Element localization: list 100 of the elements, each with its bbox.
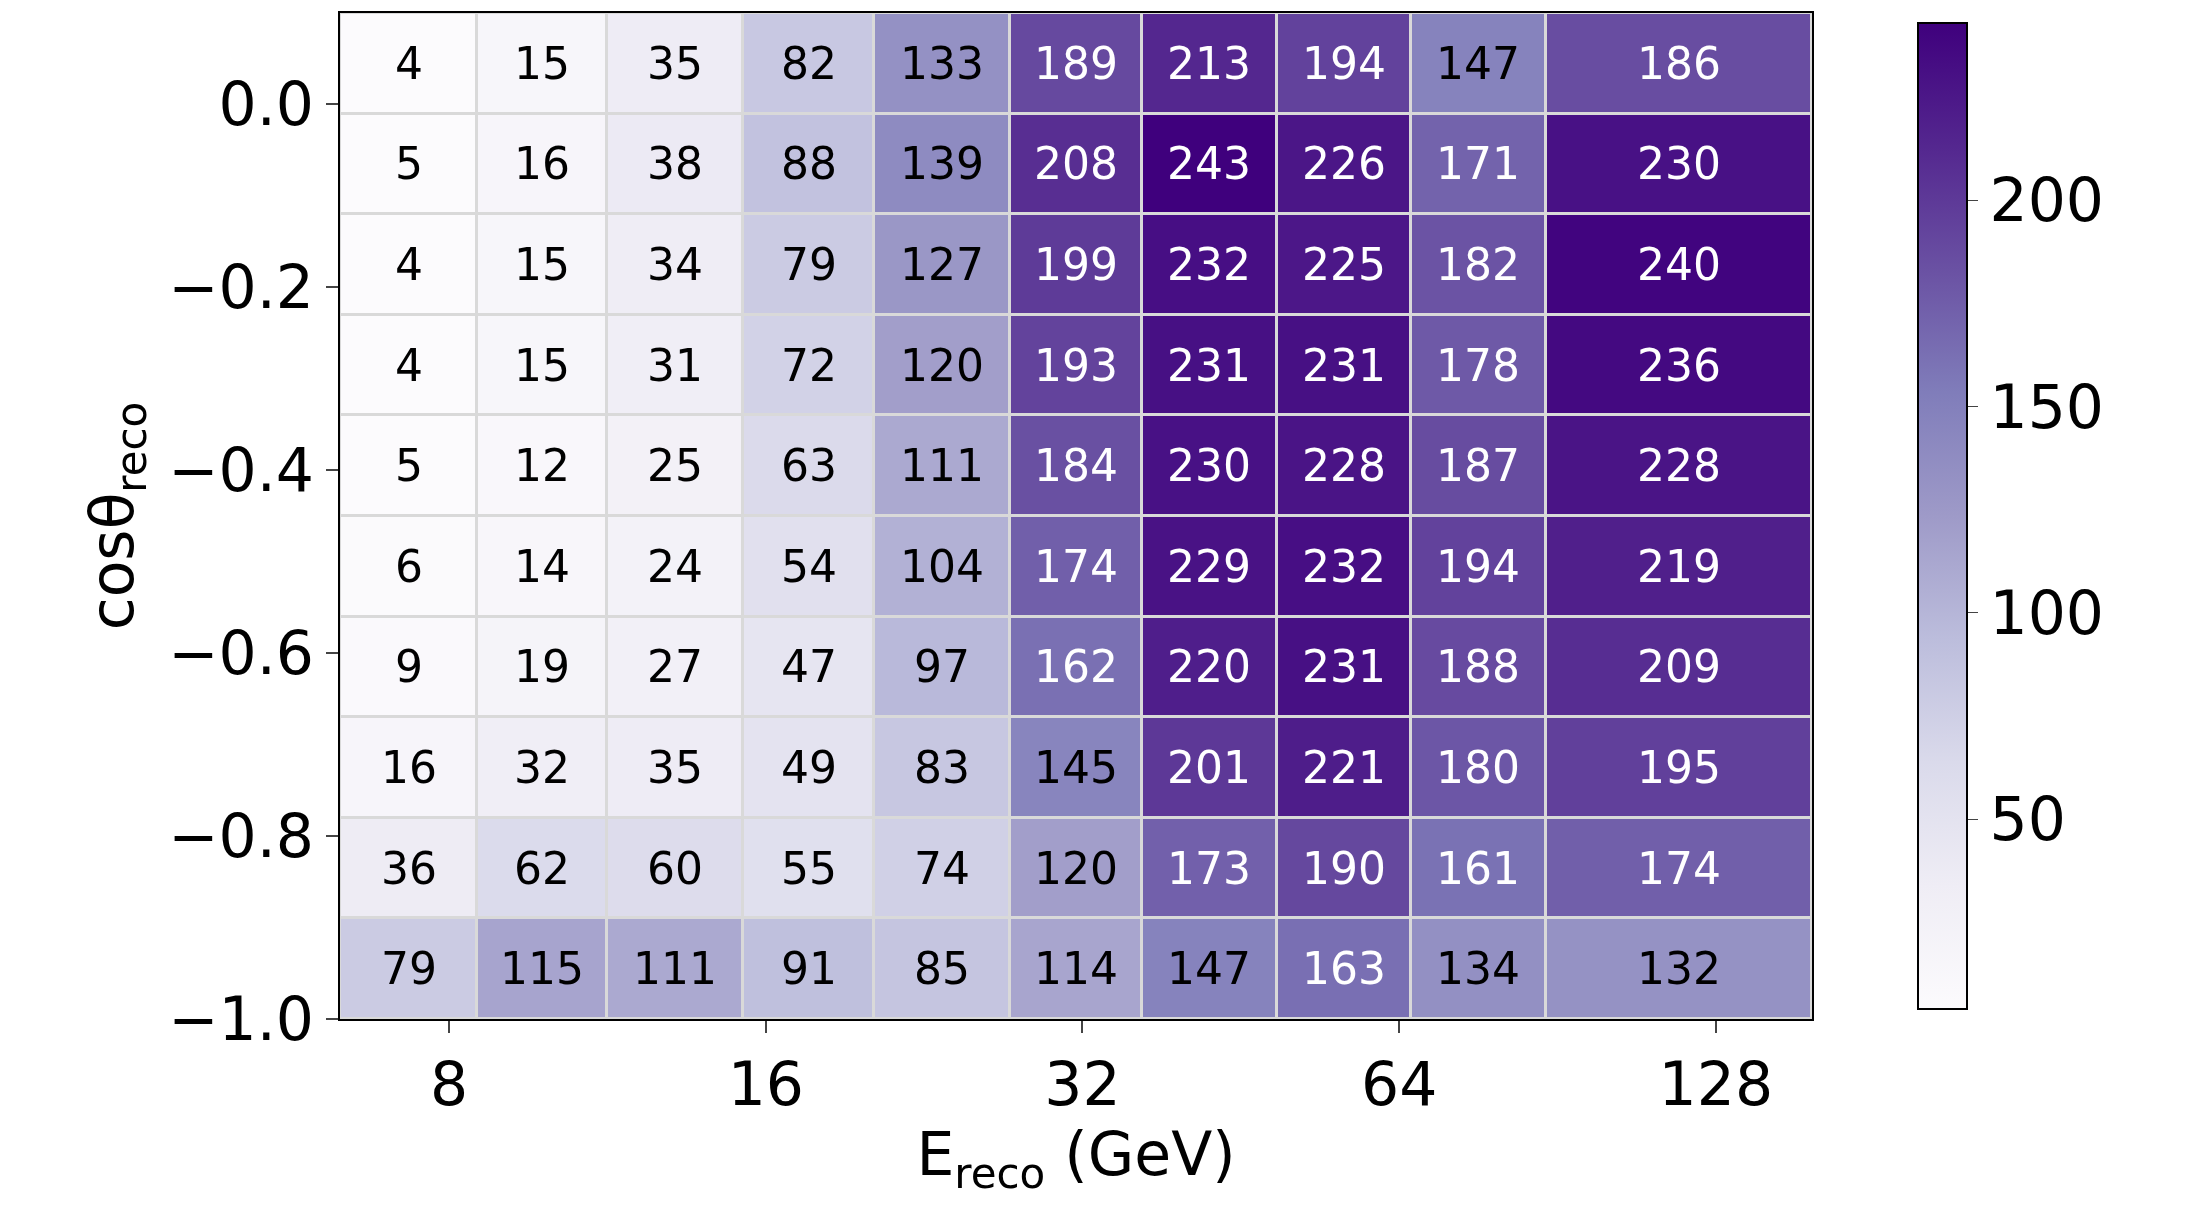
- data-label: 240: [1637, 239, 1721, 290]
- data-label: 187: [1436, 440, 1520, 491]
- x-tick-label: 64: [1360, 1049, 1438, 1119]
- data-label: 243: [1167, 138, 1251, 189]
- data-label: 220: [1167, 641, 1251, 692]
- data-label: 189: [1034, 38, 1118, 89]
- data-label: 35: [647, 38, 703, 89]
- data-label: 219: [1637, 541, 1721, 592]
- data-label: 134: [1436, 943, 1520, 994]
- data-label: 36: [381, 843, 437, 894]
- data-label: 199: [1034, 239, 1118, 290]
- data-label: 34: [647, 239, 703, 290]
- data-label: 14: [514, 541, 570, 592]
- x-tick-label: 32: [1044, 1049, 1121, 1119]
- data-label: 228: [1302, 440, 1386, 491]
- x-axis-title: E$_{reco}$ (GeV): [916, 1119, 1236, 1198]
- color-bar-label: 150: [1989, 371, 2105, 442]
- data-label: 85: [914, 943, 970, 994]
- data-label: 5: [395, 138, 423, 189]
- data-label: 147: [1167, 943, 1251, 994]
- data-label: 4: [395, 38, 423, 89]
- data-label: 32: [514, 742, 570, 793]
- data-label: 208: [1034, 138, 1118, 189]
- data-label: 231: [1302, 641, 1386, 692]
- data-label: 173: [1167, 843, 1251, 894]
- data-label: 79: [781, 239, 837, 290]
- data-label: 114: [1034, 943, 1118, 994]
- data-label: 5: [395, 440, 423, 491]
- y-tick-label: −0.4: [168, 435, 314, 506]
- data-label: 72: [781, 340, 837, 391]
- x-tick-label: 16: [727, 1049, 804, 1119]
- data-label: 231: [1167, 340, 1251, 391]
- data-label: 83: [914, 742, 970, 793]
- data-label: 163: [1302, 943, 1386, 994]
- data-label: 139: [900, 138, 984, 189]
- y-tick-label: −0.2: [168, 252, 314, 323]
- data-label: 231: [1302, 340, 1386, 391]
- data-label: 60: [647, 843, 703, 894]
- data-label: 63: [781, 440, 837, 491]
- data-label: 132: [1637, 943, 1721, 994]
- data-label: 145: [1034, 742, 1118, 793]
- color-bar-label: 50: [1989, 784, 2066, 855]
- data-label: 120: [1034, 843, 1118, 894]
- data-label: 6: [395, 541, 423, 592]
- data-label: 62: [514, 843, 570, 894]
- data-label: 161: [1436, 843, 1520, 894]
- data-label: 12: [514, 440, 570, 491]
- data-label: 115: [500, 943, 584, 994]
- data-label: 104: [900, 541, 984, 592]
- data-label: 193: [1034, 340, 1118, 391]
- data-label: 190: [1302, 843, 1386, 894]
- data-label: 236: [1637, 340, 1721, 391]
- data-label: 171: [1436, 138, 1520, 189]
- data-label: 16: [381, 742, 437, 793]
- x-tick-label: 8: [430, 1049, 469, 1119]
- data-label: 127: [900, 239, 984, 290]
- data-label: 15: [514, 239, 570, 290]
- data-label: 229: [1167, 541, 1251, 592]
- data-label: 209: [1637, 641, 1721, 692]
- y-tick-label: −0.8: [168, 801, 314, 872]
- data-label: 25: [647, 440, 703, 491]
- data-label: 31: [647, 340, 703, 391]
- data-label: 213: [1167, 38, 1251, 89]
- data-label: 180: [1436, 742, 1520, 793]
- data-label: 74: [914, 843, 970, 894]
- data-label: 162: [1034, 641, 1118, 692]
- data-label: 55: [781, 843, 837, 894]
- y-tick-label: −0.6: [168, 618, 314, 689]
- data-label: 54: [781, 541, 837, 592]
- data-label: 178: [1436, 340, 1520, 391]
- data-label: 228: [1637, 440, 1721, 491]
- y-tick-label: −1.0: [168, 984, 314, 1054]
- data-label: 201: [1167, 742, 1251, 793]
- data-label: 232: [1302, 541, 1386, 592]
- data-label: 186: [1637, 38, 1721, 89]
- data-label: 147: [1436, 38, 1520, 89]
- data-label: 27: [647, 641, 703, 692]
- data-label: 24: [647, 541, 703, 592]
- data-label: 174: [1637, 843, 1721, 894]
- data-label: 19: [514, 641, 570, 692]
- data-label: 188: [1436, 641, 1520, 692]
- data-label: 232: [1167, 239, 1251, 290]
- data-label: 120: [900, 340, 984, 391]
- data-label: 195: [1637, 742, 1721, 793]
- data-label: 133: [900, 38, 984, 89]
- data-label: 194: [1302, 38, 1386, 89]
- data-label: 15: [514, 38, 570, 89]
- data-label: 230: [1637, 138, 1721, 189]
- data-label: 47: [781, 641, 837, 692]
- data-label: 221: [1302, 742, 1386, 793]
- color-bar-label: 100: [1989, 577, 2105, 648]
- data-label: 4: [395, 239, 423, 290]
- data-label: 79: [381, 943, 437, 994]
- data-label: 111: [900, 440, 984, 491]
- data-label: 88: [781, 138, 837, 189]
- data-label: 174: [1034, 541, 1118, 592]
- data-label: 9: [395, 641, 423, 692]
- data-label: 91: [781, 943, 837, 994]
- data-label: 97: [914, 641, 970, 692]
- y-tick-label: 0.0: [218, 69, 314, 140]
